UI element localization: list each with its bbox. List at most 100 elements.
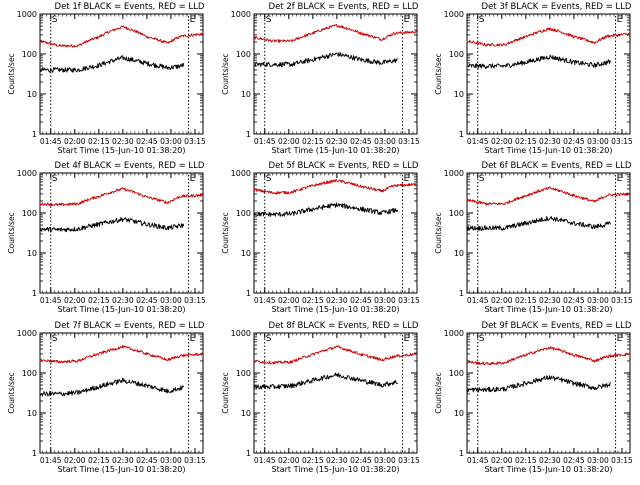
chart-title: Det 3f BLACK = Events, RED = LLD: [482, 2, 632, 12]
x-tick-label: 02:45: [350, 296, 372, 305]
x-tick-label: 02:30: [539, 296, 561, 305]
x-tick-label: 01:45: [40, 137, 62, 146]
series-events-black: [253, 372, 399, 390]
y-tick-label: 100: [449, 209, 464, 218]
x-tick-label: 02:30: [539, 137, 561, 146]
y-tick-label: 1: [32, 449, 37, 458]
y-tick-label: 1: [246, 289, 251, 298]
x-tick-label: 02:15: [302, 296, 324, 305]
chart-panel-1: Det 1f BLACK = Events, RED = LLD 1 10 100 10…: [7, 2, 206, 155]
x-tick-label: 02:00: [64, 296, 86, 305]
chart-title: Det 2f BLACK = Events, RED = LLD: [269, 2, 419, 12]
y-tick-label: 100: [22, 209, 37, 218]
x-tick-label: 02:15: [302, 137, 324, 146]
x-tick-label: 02:00: [64, 137, 86, 146]
y-tick-label: 1: [459, 130, 464, 139]
x-tick-label: 02:45: [136, 296, 158, 305]
x-tick-label: 02:15: [88, 137, 110, 146]
plot-frame: [39, 13, 204, 135]
y-axis-label: Counts/sec: [434, 372, 443, 413]
marker-label-s: S: [52, 334, 58, 344]
chart-panel-6: Det 6f BLACK = Events, RED = LLD 1 10 100 10…: [434, 161, 633, 314]
x-tick-label: 02:30: [112, 137, 134, 146]
chart-panel-8: Det 8f BLACK = Events, RED = LLD 1 10 100 10…: [221, 321, 420, 474]
series-events-black: [466, 375, 611, 393]
plot-frame: [253, 13, 418, 135]
y-tick-label: 1: [246, 130, 251, 139]
x-tick-label: 01:45: [467, 296, 489, 305]
y-axis-label: Counts/sec: [7, 212, 16, 253]
plot-frame: [39, 172, 204, 294]
x-tick-label: 02:00: [278, 137, 300, 146]
marker-label-e: E: [190, 15, 196, 25]
chart-title: Det 7f BLACK = Events, RED = LLD: [55, 321, 205, 331]
y-tick-label: 1: [459, 449, 464, 458]
plot-frame: [253, 172, 418, 294]
y-tick-label: 10: [27, 409, 37, 418]
x-tick-label: 02:30: [326, 296, 348, 305]
y-tick-label: 10: [27, 90, 37, 99]
marker-label-s: S: [52, 174, 58, 184]
x-axis-label: Start Time (15-Jun-10 01:38:20): [485, 465, 613, 474]
x-tick-label: 03:00: [160, 296, 182, 305]
marker-label-e: E: [404, 334, 410, 344]
marker-label-e: E: [190, 174, 196, 184]
x-axis-label: Start Time (15-Jun-10 01:38:20): [272, 146, 400, 155]
y-tick-label: 10: [454, 409, 464, 418]
y-tick-label: 10: [27, 249, 37, 258]
x-tick-label: 02:45: [350, 137, 372, 146]
chart-title: Det 1f BLACK = Events, RED = LLD: [55, 2, 205, 12]
chart-title: Det 8f BLACK = Events, RED = LLD: [269, 321, 419, 331]
y-tick-label: 10: [241, 249, 251, 258]
series-events-black: [253, 202, 399, 218]
x-tick-label: 02:00: [278, 296, 300, 305]
x-tick-label: 01:45: [467, 137, 489, 146]
x-tick-label: 02:00: [64, 456, 86, 465]
series-lld-red: [253, 23, 418, 43]
x-tick-label: 03:15: [398, 296, 420, 305]
x-tick-label: 03:15: [184, 296, 206, 305]
series-events-black: [39, 217, 185, 233]
series-events-black: [466, 54, 612, 69]
x-tick-label: 02:00: [491, 296, 513, 305]
y-tick-label: 1: [32, 130, 37, 139]
y-tick-label: 1: [246, 449, 251, 458]
x-tick-label: 02:30: [112, 456, 134, 465]
x-axis-label: Start Time (15-Jun-10 01:38:20): [485, 305, 613, 314]
x-tick-label: 03:15: [611, 296, 633, 305]
x-tick-label: 02:45: [350, 456, 372, 465]
y-axis-label: Counts/sec: [221, 372, 230, 413]
x-tick-label: 03:00: [587, 456, 609, 465]
y-tick-label: 100: [236, 50, 251, 59]
x-tick-label: 03:15: [184, 456, 206, 465]
y-axis-label: Counts/sec: [7, 53, 16, 94]
y-tick-label: 100: [449, 50, 464, 59]
x-tick-label: 03:15: [398, 456, 420, 465]
x-tick-label: 02:15: [302, 456, 324, 465]
x-tick-label: 03:00: [160, 137, 182, 146]
x-tick-label: 02:00: [491, 137, 513, 146]
y-tick-label: 1000: [17, 169, 37, 178]
x-tick-label: 02:00: [278, 456, 300, 465]
y-tick-label: 1000: [444, 10, 464, 19]
y-axis-label: Counts/sec: [7, 372, 16, 413]
x-tick-label: 03:00: [374, 296, 396, 305]
series-events-black: [253, 51, 398, 68]
series-lld-red: [39, 187, 204, 207]
x-tick-label: 02:45: [136, 137, 158, 146]
y-tick-label: 1000: [231, 169, 251, 178]
marker-label-e: E: [190, 334, 196, 344]
marker-label-s: S: [266, 15, 272, 25]
x-axis-label: Start Time (15-Jun-10 01:38:20): [272, 305, 400, 314]
x-tick-label: 01:45: [467, 456, 489, 465]
y-tick-label: 1000: [444, 169, 464, 178]
marker-label-e: E: [617, 15, 623, 25]
y-tick-label: 10: [454, 90, 464, 99]
y-tick-label: 10: [241, 90, 251, 99]
marker-label-e: E: [617, 334, 623, 344]
series-lld-red: [39, 25, 204, 48]
series-lld-red: [466, 346, 631, 366]
y-axis-label: Counts/sec: [434, 53, 443, 94]
y-tick-label: 1000: [231, 10, 251, 19]
